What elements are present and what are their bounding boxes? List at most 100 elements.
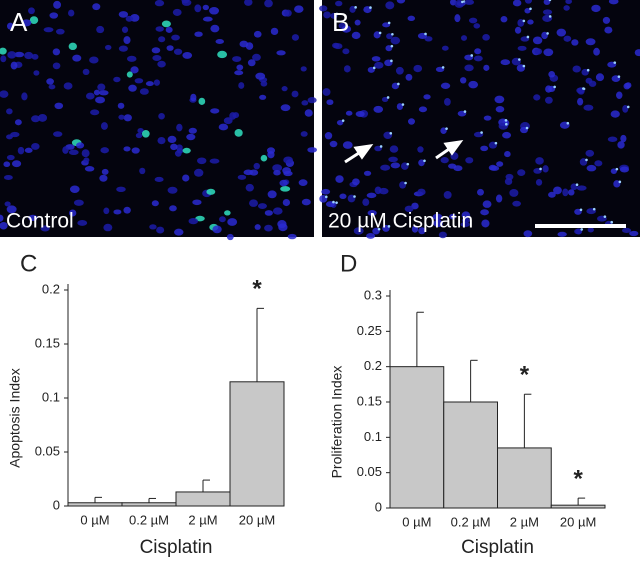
nucleus	[407, 118, 415, 125]
nucleus	[118, 11, 129, 18]
nucleus	[113, 76, 121, 83]
nucleus	[84, 166, 95, 172]
nucleus	[624, 82, 632, 89]
nucleus	[301, 198, 311, 206]
nucleus	[352, 178, 360, 186]
nucleus	[40, 225, 50, 232]
nucleus	[396, 103, 404, 110]
nucleus	[543, 0, 551, 5]
nucleus	[161, 20, 171, 28]
nucleus	[332, 42, 340, 49]
nucleus	[339, 193, 347, 200]
speck	[335, 201, 338, 204]
nucleus	[223, 117, 233, 125]
nucleus	[553, 186, 562, 195]
nucleus	[620, 134, 627, 143]
nucleus	[474, 48, 482, 55]
nucleus	[272, 207, 283, 215]
y-tick-label: 0.15	[357, 393, 382, 408]
nucleus	[157, 60, 166, 68]
nucleus	[97, 83, 106, 91]
y-tick-label: 0.1	[42, 389, 60, 404]
nucleus	[512, 0, 522, 7]
nucleus	[351, 31, 361, 40]
nucleus	[440, 82, 451, 89]
nucleus	[77, 220, 88, 226]
nucleus	[103, 223, 113, 232]
nucleus	[264, 210, 273, 216]
nucleus	[85, 92, 95, 100]
nucleus	[321, 188, 331, 195]
y-tick-label: 0.05	[35, 443, 60, 458]
speck	[424, 32, 427, 36]
nucleus	[517, 45, 527, 51]
nucleus	[563, 5, 570, 11]
nucleus	[504, 151, 511, 158]
nucleus	[622, 227, 632, 233]
nucleus	[194, 31, 203, 37]
nucleus	[29, 16, 39, 25]
nucleus	[276, 50, 286, 56]
nucleus	[577, 97, 584, 106]
nucleus	[512, 200, 522, 207]
speck	[369, 6, 372, 9]
nucleus	[7, 51, 17, 59]
nucleus	[253, 30, 262, 38]
nucleus	[123, 146, 131, 152]
nucleus	[413, 64, 423, 73]
nucleus	[0, 221, 8, 230]
nucleus	[345, 110, 353, 116]
nucleus	[257, 203, 267, 210]
nucleus	[224, 210, 231, 216]
nucleus	[307, 147, 317, 153]
nucleus	[253, 162, 260, 170]
speck	[522, 64, 526, 68]
nucleus	[188, 127, 197, 134]
nucleus	[259, 94, 267, 100]
nucleus	[417, 188, 426, 196]
nucleus	[483, 64, 490, 71]
nucleus	[440, 127, 447, 134]
nucleus	[126, 71, 133, 78]
nucleus	[49, 12, 59, 19]
nucleus	[197, 157, 207, 165]
nucleus	[0, 47, 7, 55]
nucleus	[209, 7, 220, 15]
speck	[529, 7, 532, 11]
nucleus	[194, 4, 202, 13]
nucleus	[6, 205, 17, 214]
nucleus	[298, 179, 308, 187]
nucleus	[96, 25, 105, 34]
nucleus	[449, 213, 457, 220]
nucleus	[52, 48, 61, 56]
x-tick-label: 0 µM	[80, 512, 109, 527]
nucleus	[363, 170, 372, 176]
nucleus	[541, 31, 548, 40]
nucleus	[473, 55, 483, 62]
x-tick-label: 20 µM	[239, 512, 275, 527]
nucleus	[118, 45, 128, 52]
nucleus	[68, 42, 77, 51]
nucleus	[300, 66, 307, 72]
nucleus	[247, 59, 256, 67]
nucleus	[72, 54, 82, 62]
nucleus	[158, 36, 166, 43]
nucleus	[186, 133, 196, 141]
nucleus	[367, 66, 375, 73]
nucleus	[226, 233, 234, 241]
nucleus	[31, 115, 41, 123]
y-tick-label: 0.2	[364, 358, 382, 373]
nucleus	[284, 9, 292, 17]
nucleus	[255, 72, 266, 80]
nucleus	[234, 128, 243, 137]
nucleus	[585, 77, 593, 84]
y-tick-label: 0.1	[364, 429, 382, 444]
nucleus	[482, 200, 492, 208]
nucleus	[6, 154, 15, 161]
nucleus	[390, 162, 401, 169]
nucleus	[586, 164, 597, 172]
speck	[525, 126, 529, 130]
nucleus	[341, 25, 352, 33]
nucleus	[31, 53, 39, 60]
nucleus	[329, 140, 338, 148]
